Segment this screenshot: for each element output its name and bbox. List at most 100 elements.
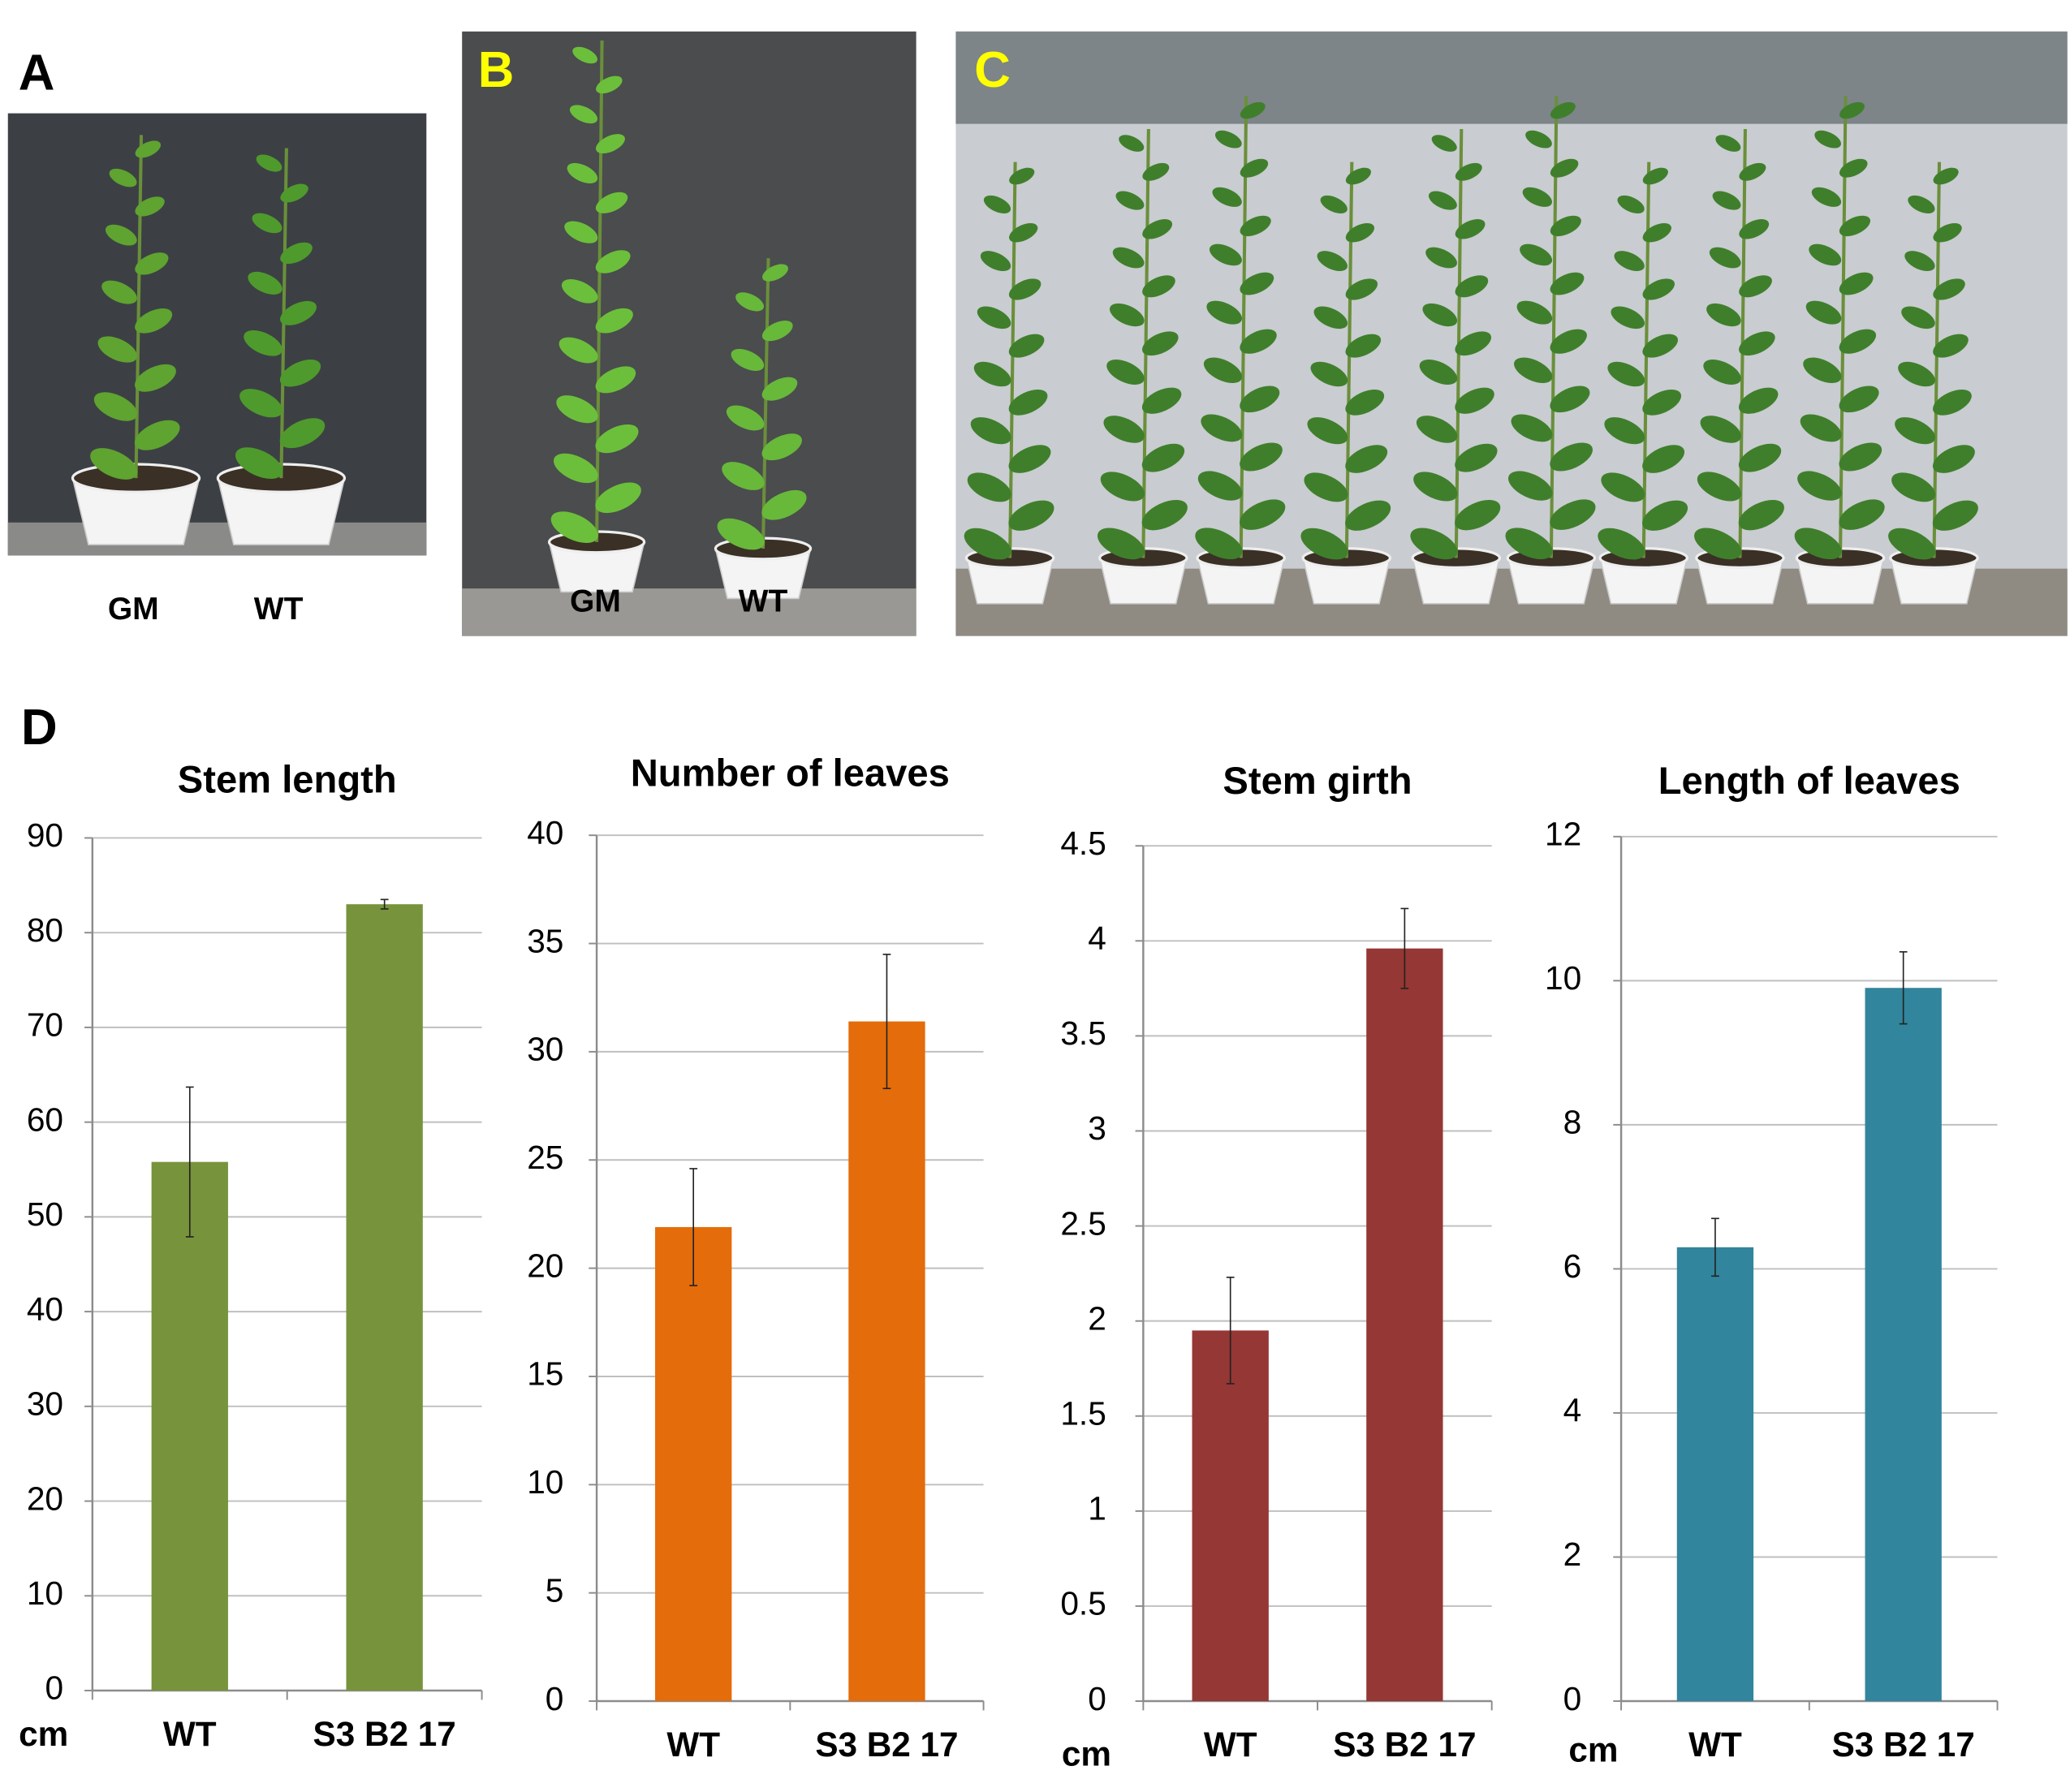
leaf — [1550, 329, 1587, 354]
leaf — [1525, 130, 1552, 149]
y-tick-label: 3 — [1088, 1109, 1106, 1147]
chart-title: Stem length — [178, 758, 397, 801]
leaf — [280, 300, 317, 325]
leaf — [1839, 158, 1868, 178]
leaf — [1739, 275, 1772, 298]
leaf — [1201, 414, 1243, 442]
leaf — [1195, 528, 1243, 560]
leaf — [1522, 187, 1552, 207]
leaf — [1933, 223, 1962, 243]
leaf — [1809, 243, 1842, 266]
leaf — [762, 264, 788, 282]
leaf — [1908, 195, 1935, 213]
photo-caption: WT — [254, 592, 304, 627]
leaf — [135, 308, 173, 334]
leaf — [1212, 187, 1242, 207]
leaf — [1839, 101, 1865, 119]
leaf — [1416, 416, 1458, 443]
leaf — [1320, 195, 1348, 213]
leaf — [595, 424, 639, 454]
y-tick-label: 12 — [1545, 816, 1581, 853]
panel-label: B — [478, 42, 515, 98]
leaf — [1516, 300, 1553, 325]
leaf — [1642, 334, 1678, 358]
leaf — [1310, 361, 1348, 387]
leaf — [983, 195, 1011, 213]
error-bar — [689, 1168, 698, 1286]
x-tick-label: S3 B2 17 — [313, 1715, 456, 1753]
leaf — [1100, 472, 1145, 502]
leaf — [1891, 472, 1936, 502]
error-bar — [1899, 951, 1908, 1025]
leaf — [1413, 472, 1458, 502]
leaf — [1419, 359, 1458, 385]
leaf — [1642, 167, 1668, 185]
photo-a — [7, 113, 427, 556]
leaf — [1511, 414, 1553, 442]
leaf — [1739, 219, 1770, 239]
leaf — [1203, 357, 1243, 383]
leaf — [973, 361, 1011, 387]
y-tick-label: 2.5 — [1060, 1204, 1106, 1242]
leaf — [134, 364, 176, 392]
leaf — [101, 280, 137, 304]
y-tick-label: 2 — [1088, 1299, 1106, 1337]
leaf — [1550, 215, 1581, 237]
leaf — [1811, 187, 1842, 207]
x-tick-label: WT — [1688, 1725, 1742, 1764]
leaf — [1142, 162, 1170, 181]
leaf — [596, 134, 625, 154]
leaf — [595, 192, 628, 213]
x-tick-label: WT — [666, 1725, 720, 1764]
leaf — [1514, 357, 1553, 383]
leaf — [1345, 167, 1372, 185]
photo-a-floor — [7, 522, 427, 556]
leaf — [1933, 278, 1965, 300]
bar — [655, 1226, 732, 1702]
leaf — [1112, 247, 1145, 269]
bar — [1676, 1247, 1754, 1702]
leaf — [1839, 329, 1877, 354]
stem — [134, 135, 144, 479]
leaf — [1142, 219, 1173, 239]
y-tick-label: 20 — [27, 1480, 63, 1517]
chart-title: Length of leaves — [1658, 759, 1960, 802]
y-tick-label: 50 — [27, 1195, 63, 1233]
y-tick-label: 3.5 — [1060, 1014, 1106, 1052]
leaf — [1700, 416, 1741, 443]
leaf — [1240, 499, 1286, 530]
leaf — [1142, 331, 1179, 356]
leaf — [1425, 247, 1457, 269]
leaf — [134, 420, 180, 450]
stem — [595, 40, 604, 542]
y-tick-label: 40 — [27, 1290, 63, 1328]
y-tick-label: 4 — [1563, 1392, 1582, 1429]
error-bar — [185, 1086, 194, 1238]
leaf — [1455, 387, 1494, 414]
leaf — [1141, 443, 1185, 472]
leaf — [1550, 101, 1576, 119]
leaf — [1240, 158, 1269, 178]
leaf — [1607, 361, 1645, 387]
leaf — [1505, 528, 1553, 560]
leaf — [1604, 417, 1645, 445]
leaf — [1345, 278, 1378, 300]
leaf — [109, 168, 137, 187]
y-tick-label: 4.5 — [1060, 825, 1106, 862]
leaf — [980, 251, 1011, 272]
leaf — [1839, 215, 1871, 237]
leaf — [1805, 300, 1842, 325]
leaf — [1345, 389, 1385, 416]
leaf — [256, 154, 282, 172]
y-tick-label: 8 — [1563, 1104, 1582, 1141]
leaf — [1611, 306, 1645, 330]
leaf — [550, 511, 598, 544]
leaf — [135, 252, 169, 275]
leaf — [1703, 359, 1741, 385]
leaf — [1455, 219, 1486, 239]
leaf — [554, 453, 598, 484]
leaf — [596, 75, 623, 94]
leaf — [280, 242, 313, 265]
error-bar — [380, 898, 389, 910]
